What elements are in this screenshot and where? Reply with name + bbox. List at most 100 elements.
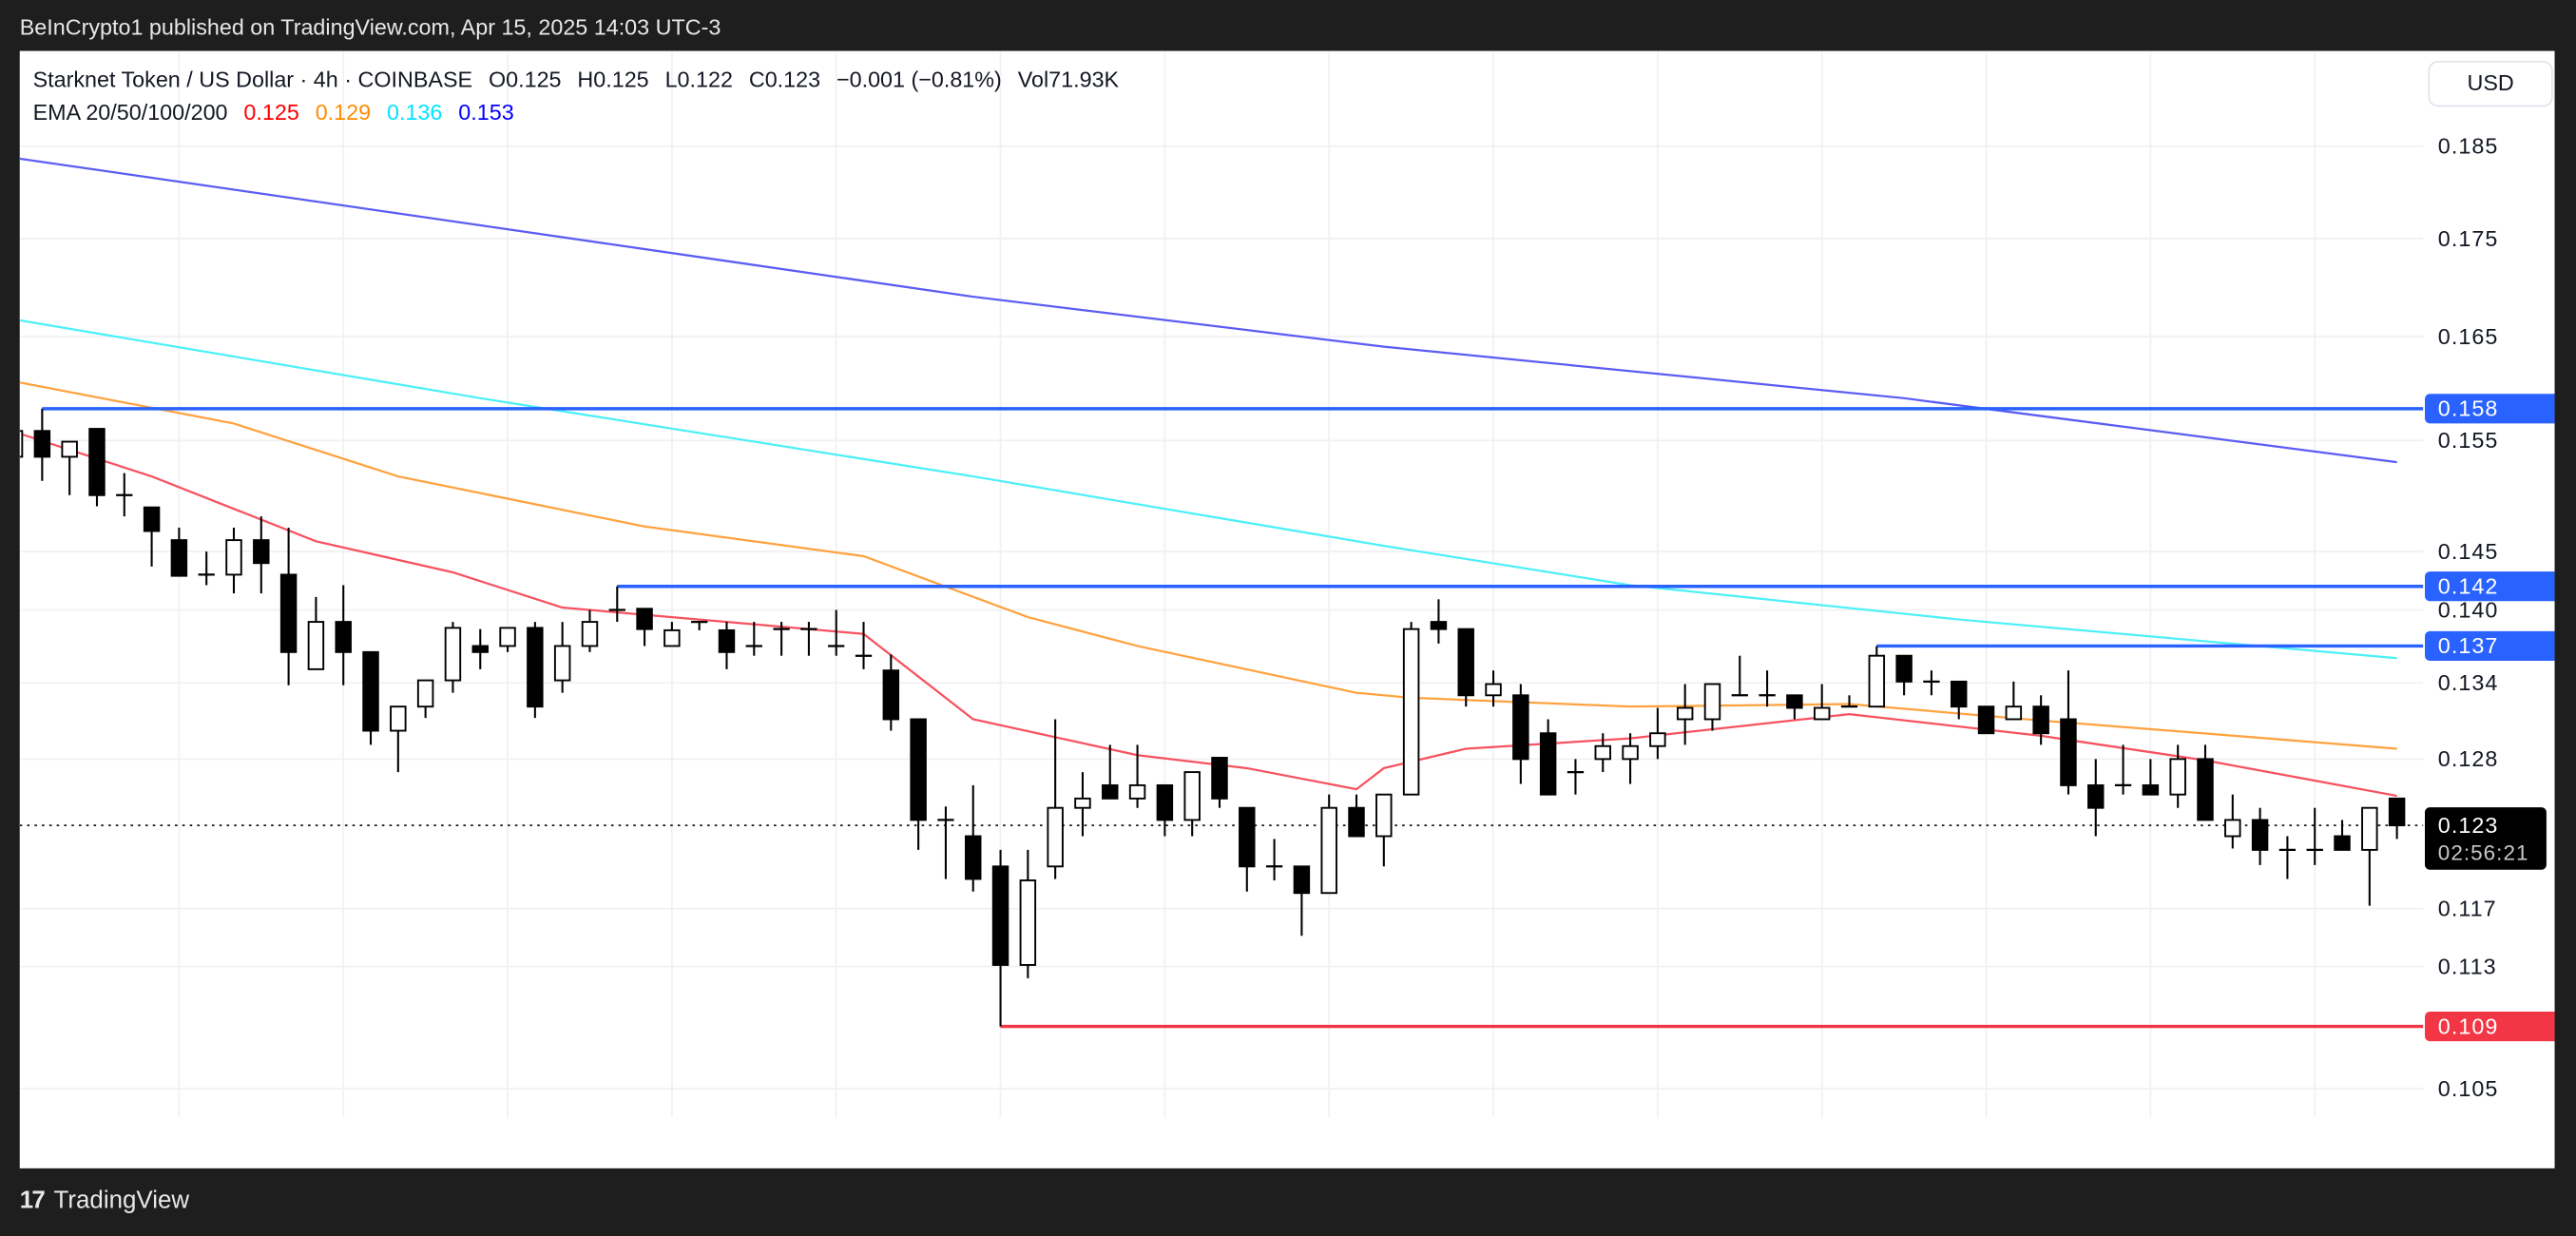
last-price-text: 0.123 [2438, 813, 2499, 838]
candle-body [1622, 744, 1639, 761]
candle [1485, 670, 1502, 707]
chart-panel[interactable]: Apr 2 3 4 5 6 7 8 9 10 11 12 13 14 15 0.185 0.175 0.165 0.… [19, 50, 2555, 1168]
candle [2361, 806, 2378, 906]
candle [1951, 680, 1968, 720]
candle-body [1128, 783, 1146, 800]
last-price-tag-bg [2425, 807, 2547, 870]
level-price-tag: 0.158 [2425, 394, 2555, 424]
candle [828, 609, 845, 656]
candle-body [143, 506, 161, 532]
level-tag-text: 0.109 [2438, 1014, 2499, 1038]
candle-body [2087, 783, 2105, 809]
candle-body [1676, 706, 1694, 721]
candle [1703, 683, 1721, 731]
candle-body [1539, 732, 1557, 796]
time-axis-label: 7 [994, 1132, 1007, 1157]
candle [279, 527, 298, 686]
candle-body [88, 428, 106, 496]
candle [61, 440, 78, 495]
candle-body [2032, 705, 2049, 735]
candle-body [2361, 806, 2378, 851]
candle [2114, 744, 2132, 795]
candle-body [2142, 783, 2160, 796]
candle [19, 430, 24, 458]
price-axis-label: 0.140 [2438, 597, 2499, 622]
candle-body [2224, 819, 2241, 838]
candle [1567, 759, 1585, 795]
candle-body [1239, 806, 1256, 868]
candle-body [1074, 797, 1091, 809]
candle-body [2169, 758, 2186, 796]
candle [2224, 794, 2241, 849]
candle [1293, 865, 1311, 937]
candle-body [471, 645, 489, 653]
candle-body [335, 621, 352, 653]
candle [1731, 655, 1748, 697]
candle-body [581, 621, 599, 647]
candle [1622, 733, 1639, 784]
candle-body [1348, 806, 1365, 838]
candle-body [225, 539, 242, 576]
currency-button[interactable]: USD [2428, 60, 2553, 107]
candle-body [1320, 806, 1337, 895]
candle [991, 849, 1009, 1027]
candle [33, 408, 51, 481]
candle [362, 650, 379, 745]
candle-body [1102, 783, 1119, 800]
candle [116, 473, 133, 517]
candle [1375, 793, 1393, 867]
low-value: L0.122 [664, 67, 733, 92]
candle [1759, 670, 1776, 707]
brand-name: TradingView [53, 1186, 190, 1215]
candle [390, 705, 407, 773]
candle [1539, 719, 1557, 796]
candle [636, 608, 653, 647]
candle [910, 718, 927, 850]
candle [225, 527, 242, 594]
candle [882, 654, 900, 731]
candle-body [499, 627, 516, 647]
candle [2251, 807, 2269, 865]
footer-brand[interactable]: 17 TradingView [20, 1187, 189, 1214]
candle [1402, 622, 1420, 796]
candle-body [1047, 806, 1064, 868]
candle [581, 609, 599, 652]
tradingview-logo-icon: 17 [19, 1186, 46, 1215]
candle [2197, 744, 2214, 821]
countdown-text: 02:56:21 [2438, 840, 2529, 864]
candle [335, 585, 352, 686]
candle-body [718, 628, 736, 653]
time-axis-label: 2 [173, 1132, 185, 1157]
ema200-value: 0.153 [458, 100, 514, 126]
candle-body [362, 650, 379, 732]
candle [1265, 839, 1283, 880]
candle [1649, 707, 1666, 760]
candle-body [2388, 797, 2406, 827]
candle-body [1211, 757, 1228, 800]
volume-value: Vol71.93K [1017, 67, 1120, 92]
candle [608, 586, 625, 623]
candle [1102, 744, 1119, 800]
candle-body [170, 539, 188, 577]
candle-body [1868, 654, 1886, 708]
candle-body [1895, 654, 1913, 683]
level-tag-text: 0.142 [2438, 573, 2499, 598]
candle-body [390, 705, 407, 732]
price-axis-label: 0.145 [2438, 539, 2499, 564]
ema20-value: 0.125 [243, 100, 299, 126]
time-axis-label: 4 [502, 1132, 514, 1157]
candle [2087, 759, 2105, 837]
time-axis-label: 15 [2302, 1132, 2327, 1157]
candle [553, 622, 571, 693]
candle [170, 527, 188, 577]
candle [800, 622, 817, 656]
candle-body [1649, 732, 1666, 747]
candlestick-chart[interactable]: Apr 2 3 4 5 6 7 8 9 10 11 12 13 14 15 0.185 0.175 0.165 0.… [19, 50, 2555, 1168]
candle-body [910, 718, 927, 821]
price-axis-label: 0.185 [2438, 134, 2499, 159]
candle [1430, 599, 1448, 644]
candle [527, 622, 544, 719]
candle [1128, 744, 1146, 808]
candle [1019, 849, 1037, 978]
